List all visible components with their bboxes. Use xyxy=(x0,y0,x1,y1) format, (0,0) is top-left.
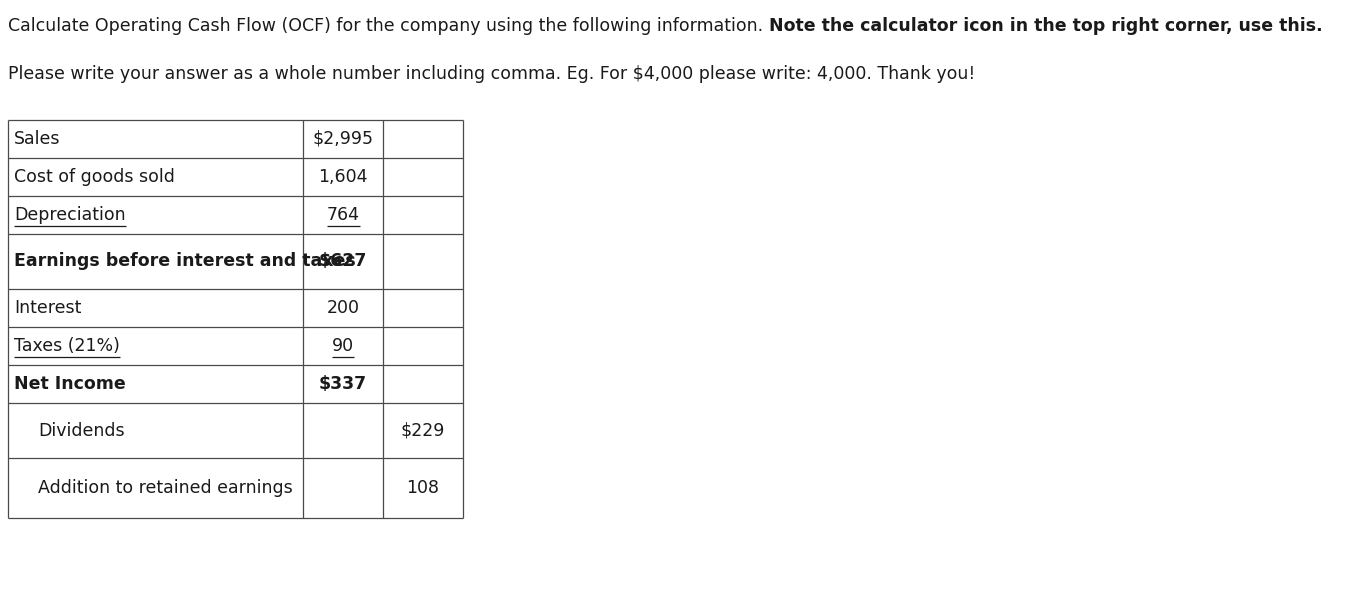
Text: Cost of goods sold: Cost of goods sold xyxy=(14,168,175,186)
Text: Dividends: Dividends xyxy=(38,422,125,440)
Text: Note the calculator icon in the top right corner, use this.: Note the calculator icon in the top righ… xyxy=(769,17,1323,35)
Text: 90: 90 xyxy=(331,337,354,355)
Text: Net Income: Net Income xyxy=(14,375,126,393)
Text: $337: $337 xyxy=(319,375,367,393)
Text: Calculate Operating Cash Flow (OCF) for the company using the following informat: Calculate Operating Cash Flow (OCF) for … xyxy=(8,17,769,35)
Text: Sales: Sales xyxy=(14,130,61,148)
Text: 200: 200 xyxy=(326,299,360,317)
Text: Addition to retained earnings: Addition to retained earnings xyxy=(38,479,293,497)
Text: 1,604: 1,604 xyxy=(318,168,368,186)
Text: Earnings before interest and taxes: Earnings before interest and taxes xyxy=(14,252,356,270)
Text: $627: $627 xyxy=(319,252,367,270)
Text: Depreciation: Depreciation xyxy=(14,206,126,224)
Text: 764: 764 xyxy=(326,206,360,224)
Text: $229: $229 xyxy=(401,422,445,440)
Text: 108: 108 xyxy=(406,479,440,497)
Text: Please write your answer as a whole number including comma. Eg. For $4,000 pleas: Please write your answer as a whole numb… xyxy=(8,65,975,83)
Text: Taxes (21%): Taxes (21%) xyxy=(14,337,120,355)
Text: $2,995: $2,995 xyxy=(312,130,373,148)
Text: Interest: Interest xyxy=(14,299,81,317)
